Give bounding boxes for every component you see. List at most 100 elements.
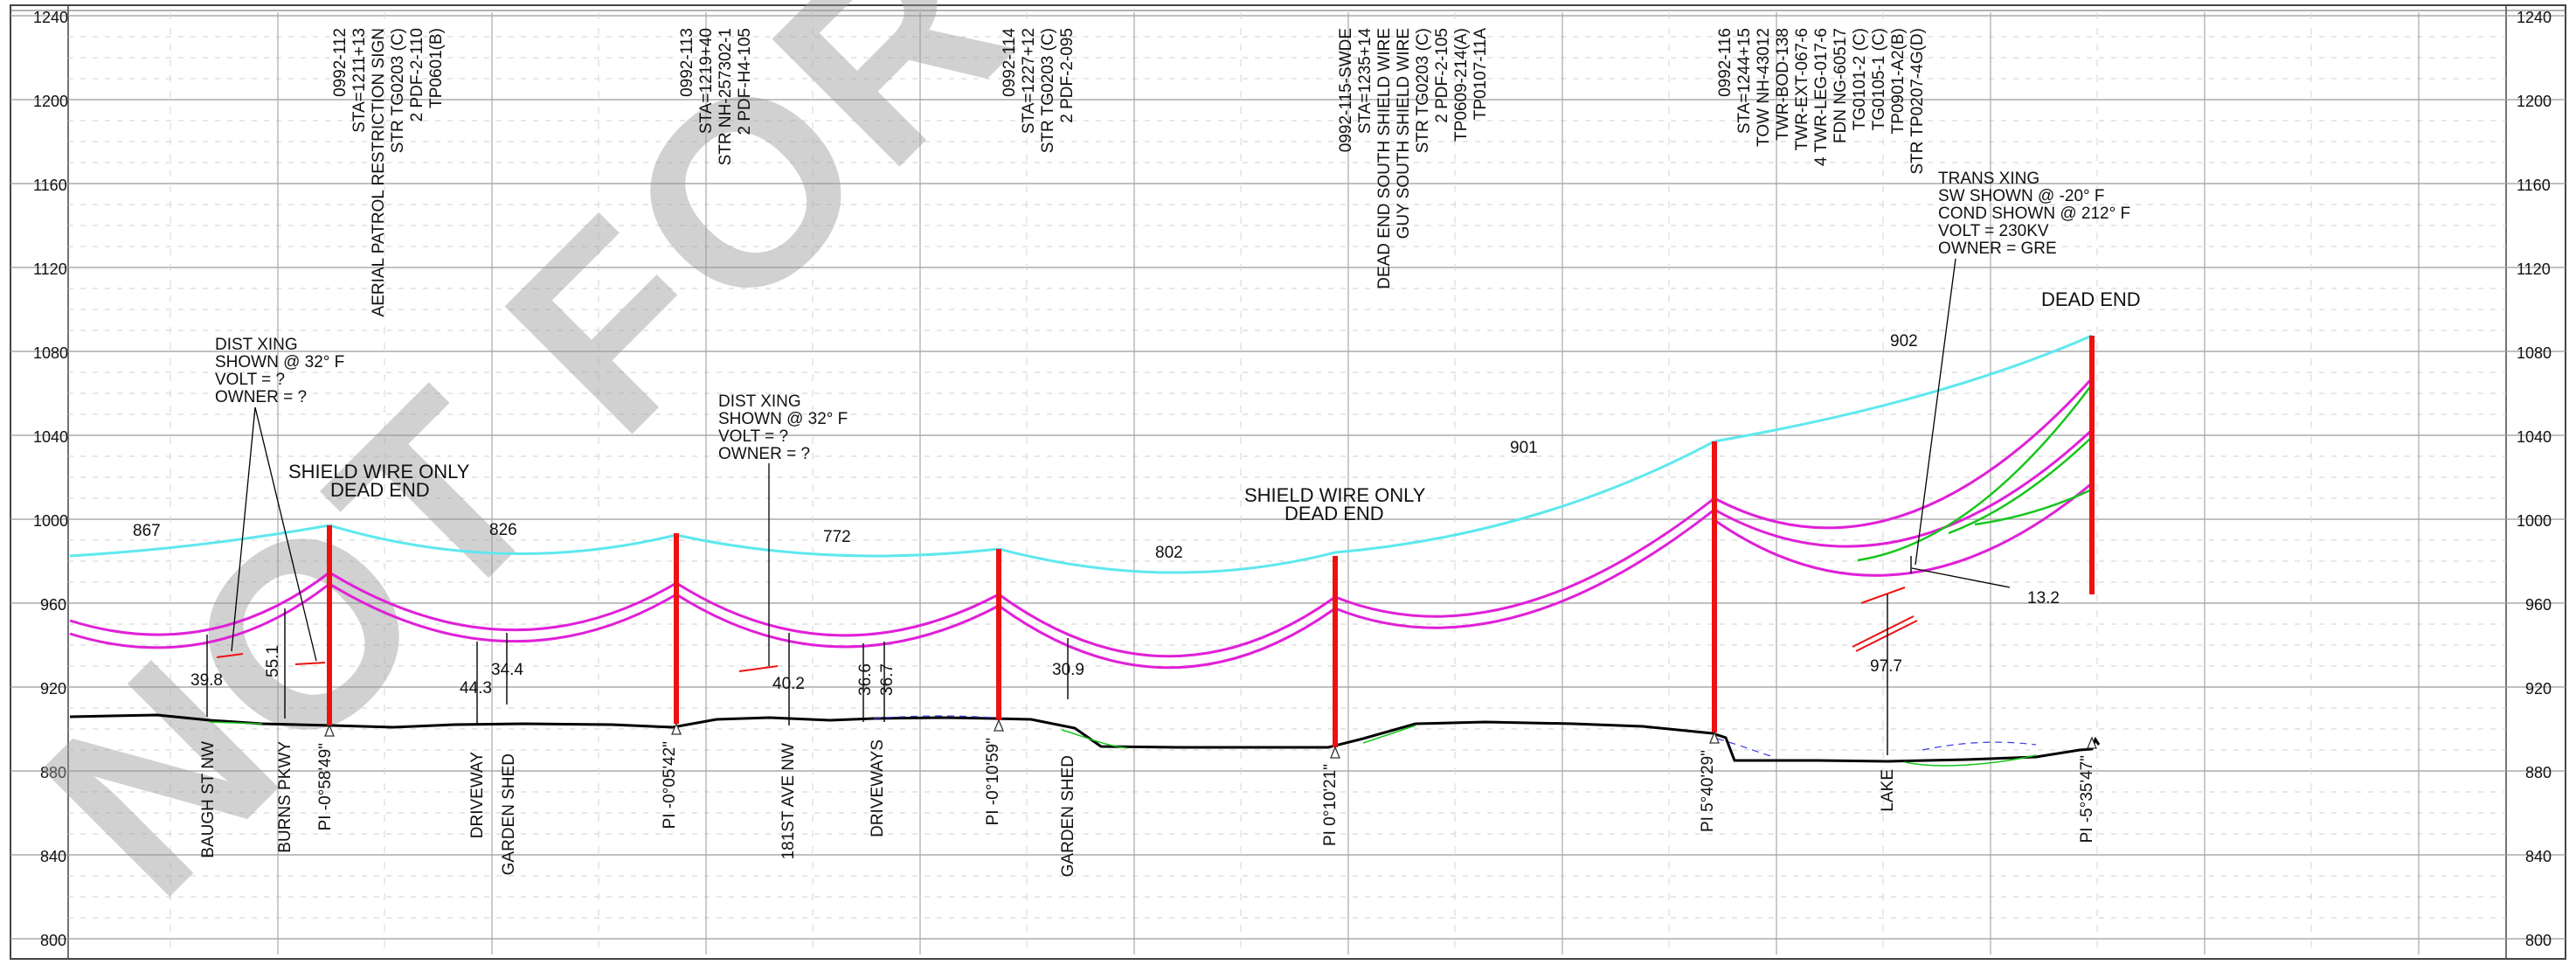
dead-end-note: DEAD END xyxy=(2041,288,2141,310)
elev-left-1160: 1160 xyxy=(33,177,67,194)
svg-text:STA=1244+15: STA=1244+15 xyxy=(1735,28,1754,134)
elev-right-960: 960 xyxy=(2525,596,2552,614)
svg-text:0992-113: 0992-113 xyxy=(678,28,696,97)
clearance-39-8: 39.8 xyxy=(190,671,223,690)
pi-labels: PI -0°58'49" PI -0°05'42" PI -0°10'59" P… xyxy=(316,738,2096,846)
ground-green-1 xyxy=(1061,729,1128,749)
elev-left-920: 920 xyxy=(40,680,66,698)
svg-text:4 TWR-LEG-017-6: 4 TWR-LEG-017-6 xyxy=(1812,28,1831,166)
svg-text:TWR-BOD-138: TWR-BOD-138 xyxy=(1774,28,1792,141)
feature-burns-pkwy: BURNS PKWY xyxy=(276,741,294,853)
svg-text:DIST XING: DIST XING xyxy=(215,336,298,354)
svg-text:DIST XING: DIST XING xyxy=(718,392,801,411)
feature-driveways: DRIVEWAYS xyxy=(869,739,887,837)
svg-text:STR TG0203 (C): STR TG0203 (C) xyxy=(1414,28,1432,153)
svg-text:VOLT = 230KV: VOLT = 230KV xyxy=(1938,222,2049,240)
clearance-arrows xyxy=(206,556,2011,755)
drawing-frame xyxy=(10,4,2566,960)
svg-text:0992-115-SWDE: 0992-115-SWDE xyxy=(1337,28,1355,152)
ground-profile xyxy=(69,713,2101,763)
trans-xing-note: TRANS XING SW SHOWN @ -20° F COND SHOWN … xyxy=(1938,170,2130,258)
svg-text:TP0601(B): TP0601(B) xyxy=(427,28,446,108)
elev-left-800: 800 xyxy=(40,932,66,949)
elev-right-840: 840 xyxy=(2525,848,2552,865)
elevation-axis-right: 1240 1200 1160 1120 1080 1040 1000 960 9… xyxy=(2517,9,2552,949)
elev-right-880: 880 xyxy=(2525,764,2552,781)
clearance-13-2: 13.2 xyxy=(2027,589,2060,607)
pi-label-116: PI 5°40'29" xyxy=(1699,750,1717,832)
svg-text:SHIELD WIRE ONLY: SHIELD WIRE ONLY xyxy=(288,461,470,482)
major-grid xyxy=(10,15,2566,940)
ground-green-3 xyxy=(209,721,1416,744)
elev-right-1000: 1000 xyxy=(2517,512,2552,530)
svg-text:SHIELD WIRE ONLY: SHIELD WIRE ONLY xyxy=(1244,484,1426,506)
svg-text:0992-112: 0992-112 xyxy=(331,28,350,97)
feature-garden-shed-2: GARDEN SHED xyxy=(1059,755,1077,877)
svg-text:TP0901-A2(B): TP0901-A2(B) xyxy=(1889,28,1908,134)
svg-text:SW SHOWN @ -20° F: SW SHOWN @ -20° F xyxy=(1938,187,2105,205)
span-867: 867 xyxy=(133,522,161,540)
svg-text:2 PDF-2-095: 2 PDF-2-095 xyxy=(1058,28,1077,123)
dist-xing-leaders-1 xyxy=(231,406,317,662)
span-802: 802 xyxy=(1155,544,1183,562)
structure-0992-114-callout: 0992-114 STA=1227+12 STR TG0203 (C) 2 PD… xyxy=(1001,28,1077,154)
elevation-axis-left: 1240 1200 1160 1120 1080 1040 1000 960 9… xyxy=(33,9,68,949)
structure-poles xyxy=(327,336,2095,747)
svg-text:SHOWN @ 32° F: SHOWN @ 32° F xyxy=(215,353,344,371)
feature-driveway: DRIVEWAY xyxy=(468,752,487,839)
elev-left-840: 840 xyxy=(40,848,66,865)
elev-left-1080: 1080 xyxy=(33,344,68,362)
ground-feature-labels: BAUGH ST NW BURNS PKWY DRIVEWAY GARDEN S… xyxy=(199,739,1897,877)
elev-right-920: 920 xyxy=(2525,680,2552,698)
svg-text:2 PDF-2-105: 2 PDF-2-105 xyxy=(1433,28,1451,123)
svg-text:DEAD END SOUTH SHIELD WIRE: DEAD END SOUTH SHIELD WIRE xyxy=(1375,28,1394,289)
elev-right-1120: 1120 xyxy=(2517,260,2551,278)
svg-text:FDN NG-60517: FDN NG-60517 xyxy=(1832,28,1850,143)
pole-markers xyxy=(324,719,2097,759)
svg-text:TG0105-1 (C): TG0105-1 (C) xyxy=(1870,28,1888,130)
svg-text:DEAD END: DEAD END xyxy=(330,479,430,501)
elev-right-1240: 1240 xyxy=(2517,9,2552,26)
svg-text:STR NH-257302-1: STR NH-257302-1 xyxy=(717,28,735,165)
elev-right-1160: 1160 xyxy=(2517,177,2551,194)
svg-text:GUY SOUTH SHIELD WIRE: GUY SOUTH SHIELD WIRE xyxy=(1395,28,1413,239)
clearance-44-3: 44.3 xyxy=(460,679,492,698)
svg-text:0992-114: 0992-114 xyxy=(1001,28,1019,97)
svg-text:OWNER = ?: OWNER = ? xyxy=(718,445,810,463)
elev-right-1080: 1080 xyxy=(2517,344,2552,362)
shield-wire xyxy=(69,334,2093,574)
svg-text:TG0101-2 (C): TG0101-2 (C) xyxy=(1851,28,1869,130)
elev-left-1240: 1240 xyxy=(33,9,68,26)
elev-right-1040: 1040 xyxy=(2517,428,2552,446)
svg-text:STR TP0207-4G(D): STR TP0207-4G(D) xyxy=(1908,28,1927,175)
svg-text:STA=1235+14: STA=1235+14 xyxy=(1356,28,1375,135)
svg-text:OWNER = GRE: OWNER = GRE xyxy=(1938,240,2057,258)
svg-text:VOLT = ?: VOLT = ? xyxy=(215,371,285,389)
clearance-labels: 39.8 55.1 44.3 34.4 40.2 36.6 36.7 30.9 … xyxy=(190,589,2060,698)
conductor-green xyxy=(1857,384,2094,562)
pi-label-dead-end: PI -5°35'47" xyxy=(2078,755,2096,843)
elev-left-880: 880 xyxy=(40,764,66,781)
clearance-36-7: 36.7 xyxy=(878,663,897,696)
shield-only-note-2: SHIELD WIRE ONLY DEAD END xyxy=(1244,484,1426,524)
span-826: 826 xyxy=(489,521,517,539)
clearance-97-7: 97.7 xyxy=(1870,657,1902,676)
pi-label-113: PI -0°05'42" xyxy=(661,741,679,829)
svg-text:VOLT = ?: VOLT = ? xyxy=(718,427,788,446)
elev-left-1120: 1120 xyxy=(33,260,67,278)
svg-text:2 PDF-2-110: 2 PDF-2-110 xyxy=(408,28,426,121)
structure-0992-112-callout: 0992-112 STA=1211+13 AERIAL PATROL RESTR… xyxy=(331,28,446,316)
dist-xing-note-1: DIST XING SHOWN @ 32° F VOLT = ? OWNER =… xyxy=(215,336,344,406)
svg-text:STA=1219+40: STA=1219+40 xyxy=(697,28,716,134)
minor-grid xyxy=(68,36,2506,919)
structure-0992-115-callout: 0992-115-SWDE STA=1235+14 DEAD END SOUTH… xyxy=(1337,28,1490,289)
ground-green-2 xyxy=(1904,754,2037,767)
elev-right-1200: 1200 xyxy=(2517,93,2552,110)
span-901: 901 xyxy=(1510,439,1538,457)
feature-181st-ave: 181ST AVE NW xyxy=(779,743,798,859)
span-labels: 867 826 772 802 901 902 xyxy=(133,332,1918,562)
svg-text:TP0609-214(A): TP0609-214(A) xyxy=(1452,28,1471,142)
svg-text:TOW NH-43012: TOW NH-43012 xyxy=(1755,28,1773,147)
svg-text:STR TG0203 (C): STR TG0203 (C) xyxy=(389,28,407,153)
